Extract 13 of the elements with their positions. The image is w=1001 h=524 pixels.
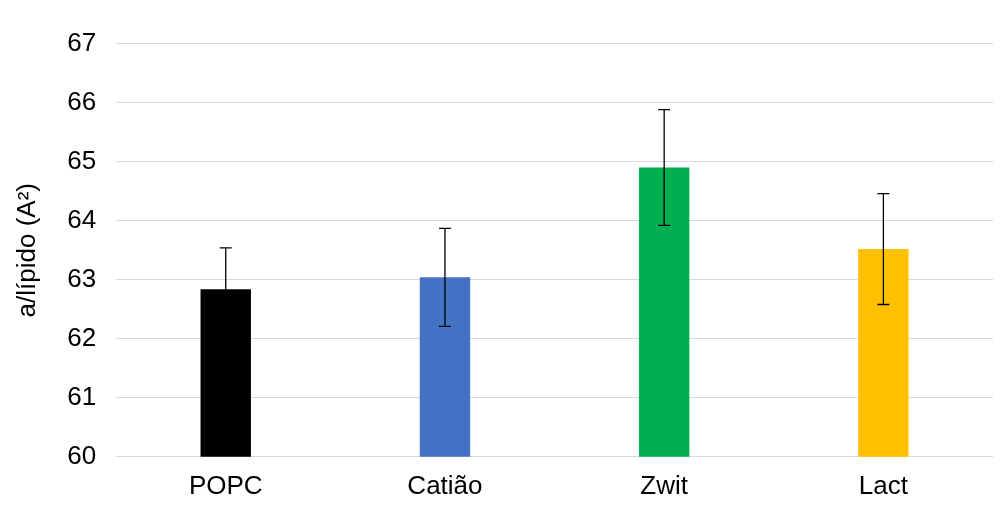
y-tick-label: 66 bbox=[67, 85, 97, 116]
y-tick-label: 65 bbox=[67, 144, 97, 175]
x-tick-label: Lact bbox=[858, 469, 909, 500]
y-tick-label: 67 bbox=[67, 26, 97, 57]
y-tick-label: 60 bbox=[67, 439, 97, 470]
y-axis-title: a/lípido (A²) bbox=[10, 183, 41, 318]
x-tick-label: POPC bbox=[188, 469, 263, 500]
x-tick-label: Catião bbox=[407, 469, 483, 500]
y-tick-label: 63 bbox=[67, 262, 97, 293]
x-tick-label: Zwit bbox=[640, 469, 689, 500]
y-tick-label: 64 bbox=[67, 203, 97, 234]
y-tick-label: 61 bbox=[67, 380, 97, 411]
y-tick-label: 62 bbox=[67, 321, 97, 352]
